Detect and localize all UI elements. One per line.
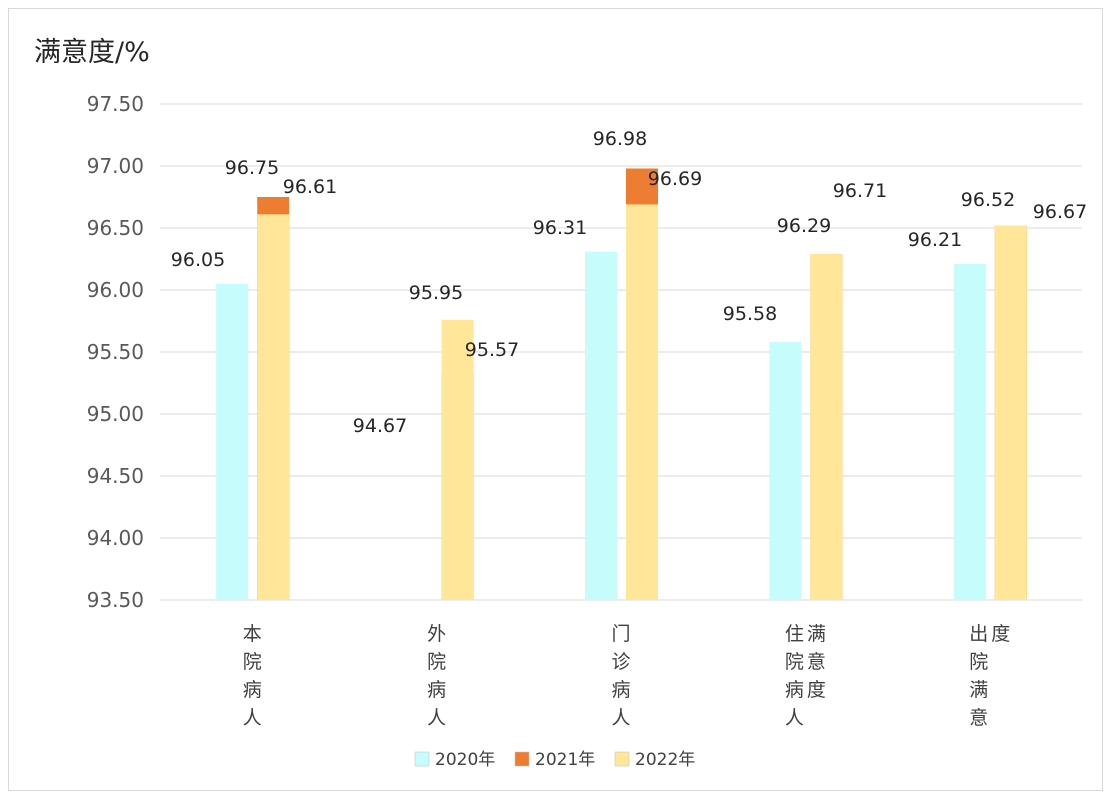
y-tick-label: 95.00 xyxy=(87,402,144,426)
category-label: 外 xyxy=(427,623,446,645)
chart-title: 满意度/% xyxy=(34,37,150,68)
data-label: 96.67 xyxy=(1033,201,1087,223)
legend-label: 2020年 xyxy=(435,750,495,770)
category-label: 病 xyxy=(243,679,262,701)
data-label: 94.67 xyxy=(353,415,407,437)
category-label: 人 xyxy=(785,707,804,729)
category-label: 本 xyxy=(243,623,262,645)
data-label: 96.31 xyxy=(533,217,587,239)
category-label: 人 xyxy=(243,707,262,729)
y-tick-label: 97.00 xyxy=(87,154,144,178)
data-label: 96.69 xyxy=(648,168,702,190)
category-label: 住 xyxy=(785,623,804,645)
category-label: 院 xyxy=(243,651,262,673)
data-label: 96.21 xyxy=(908,229,962,251)
category-label: 院 xyxy=(969,651,988,673)
category-label: 人 xyxy=(427,707,446,729)
bar-2022年 xyxy=(994,225,1027,600)
bar-2022年 xyxy=(441,319,474,600)
category-label: 病 xyxy=(785,679,804,701)
bar-2020年 xyxy=(216,283,249,600)
category-label: 诊 xyxy=(611,651,630,673)
bars xyxy=(216,168,1027,601)
data-label: 96.52 xyxy=(961,189,1015,211)
category-label: 意 xyxy=(969,707,988,729)
category-label: 病 xyxy=(427,679,446,701)
bar-2022年 xyxy=(626,204,658,600)
bar-2020年 xyxy=(953,263,986,600)
legend-swatch xyxy=(514,751,530,767)
data-label: 96.71 xyxy=(833,180,887,202)
grid-lines xyxy=(160,103,1082,601)
category-label: 度 xyxy=(991,623,1010,645)
category-label: 门 xyxy=(611,623,630,645)
legend-label: 2022年 xyxy=(635,750,695,770)
category-label: 度 xyxy=(807,679,826,701)
bar-2020年 xyxy=(769,342,802,600)
data-label: 96.05 xyxy=(171,249,225,271)
category-label: 出 xyxy=(969,623,988,645)
y-tick-label: 94.00 xyxy=(87,526,144,550)
y-tick-label: 97.50 xyxy=(87,92,144,116)
category-label: 满 xyxy=(969,679,988,701)
legend-swatch xyxy=(414,751,430,767)
data-label: 95.57 xyxy=(465,339,519,361)
data-label: 95.95 xyxy=(409,282,463,304)
bar-2022年 xyxy=(257,214,290,601)
category-label: 病 xyxy=(611,679,630,701)
legend: 2020年 2021年 2022年 xyxy=(414,750,695,770)
data-label: 95.58 xyxy=(723,303,777,325)
legend-swatch xyxy=(614,751,630,767)
category-label: 人 xyxy=(611,707,630,729)
y-axis-ticks: 93.50 94.00 94.50 95.00 95.50 96.00 96.50 97.00… xyxy=(87,92,144,612)
category-label: 院 xyxy=(785,651,804,673)
category-label: 意 xyxy=(807,651,826,673)
data-label: 96.61 xyxy=(283,176,337,198)
y-tick-label: 95.50 xyxy=(87,340,144,364)
data-label: 96.75 xyxy=(225,157,279,179)
category-label: 院 xyxy=(427,651,446,673)
y-tick-label: 93.50 xyxy=(87,588,144,612)
data-label: 96.29 xyxy=(777,215,831,237)
bar-2022年 xyxy=(810,254,843,601)
data-label: 96.98 xyxy=(593,128,647,150)
category-label: 满 xyxy=(807,623,826,645)
y-tick-label: 96.50 xyxy=(87,216,144,240)
legend-label: 2021年 xyxy=(535,750,595,770)
y-tick-label: 94.50 xyxy=(87,464,144,488)
bar-2020年 xyxy=(585,251,617,600)
y-tick-label: 96.00 xyxy=(87,278,144,302)
chart-frame xyxy=(8,8,1103,791)
